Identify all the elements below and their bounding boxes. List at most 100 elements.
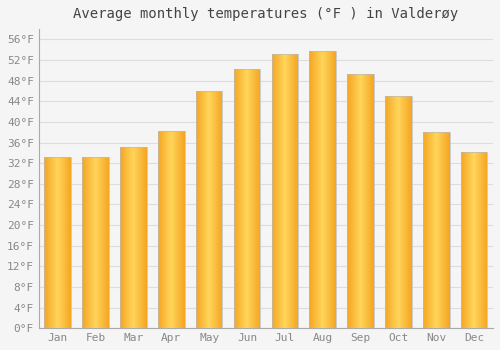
Bar (250, 69, 251, 328)
Bar (124, 147, 125, 328)
Bar (473, 152, 474, 328)
Bar (219, 91, 220, 328)
Bar (486, 152, 488, 328)
Bar (316, 51, 318, 328)
Bar (237, 69, 238, 328)
Bar (394, 96, 395, 328)
Bar (122, 147, 123, 328)
Bar (282, 54, 283, 328)
Bar (101, 158, 102, 328)
Bar (428, 132, 429, 328)
Bar (484, 152, 486, 328)
Bar (424, 132, 425, 328)
Bar (94, 158, 95, 328)
Bar (280, 54, 281, 328)
Bar (63, 158, 64, 328)
Bar (128, 147, 129, 328)
Bar (439, 132, 440, 328)
Bar (399, 96, 400, 328)
Bar (348, 74, 374, 328)
Bar (129, 147, 130, 328)
Bar (69, 158, 70, 328)
Bar (461, 152, 462, 328)
Bar (67, 158, 68, 328)
Bar (55, 158, 56, 328)
Bar (401, 96, 402, 328)
Bar (388, 96, 389, 328)
Bar (160, 131, 162, 328)
Bar (249, 69, 250, 328)
Bar (120, 147, 146, 328)
Bar (433, 132, 434, 328)
Bar (437, 132, 438, 328)
Bar (84, 158, 85, 328)
Bar (211, 91, 212, 328)
Bar (87, 158, 88, 328)
Bar (258, 69, 259, 328)
Bar (461, 152, 487, 328)
Bar (362, 74, 363, 328)
Bar (103, 158, 104, 328)
Bar (125, 147, 126, 328)
Bar (90, 158, 91, 328)
Bar (368, 74, 369, 328)
Bar (396, 96, 397, 328)
Bar (252, 69, 253, 328)
Bar (466, 152, 467, 328)
Bar (108, 158, 109, 328)
Bar (398, 96, 399, 328)
Bar (373, 74, 374, 328)
Bar (172, 131, 174, 328)
Bar (277, 54, 278, 328)
Bar (179, 131, 180, 328)
Bar (286, 54, 287, 328)
Bar (104, 158, 105, 328)
Bar (310, 51, 311, 328)
Bar (296, 54, 297, 328)
Bar (178, 131, 179, 328)
Bar (273, 54, 274, 328)
Bar (359, 74, 360, 328)
Bar (272, 54, 273, 328)
Bar (142, 147, 144, 328)
Bar (446, 132, 447, 328)
Bar (82, 158, 83, 328)
Bar (475, 152, 476, 328)
Bar (440, 132, 441, 328)
Bar (216, 91, 217, 328)
Bar (427, 132, 428, 328)
Bar (358, 74, 359, 328)
Bar (318, 51, 320, 328)
Bar (164, 131, 166, 328)
Bar (404, 96, 405, 328)
Bar (283, 54, 284, 328)
Bar (295, 54, 296, 328)
Bar (369, 74, 370, 328)
Bar (387, 96, 388, 328)
Bar (322, 51, 324, 328)
Bar (126, 147, 127, 328)
Bar (162, 131, 164, 328)
Bar (212, 91, 213, 328)
Bar (243, 69, 244, 328)
Bar (64, 158, 65, 328)
Bar (478, 152, 479, 328)
Bar (324, 51, 326, 328)
Bar (201, 91, 202, 328)
Bar (246, 69, 247, 328)
Bar (136, 147, 137, 328)
Bar (293, 54, 294, 328)
Bar (328, 51, 330, 328)
Bar (297, 54, 298, 328)
Bar (363, 74, 364, 328)
Bar (54, 158, 55, 328)
Bar (287, 54, 288, 328)
Bar (57, 158, 58, 328)
Bar (334, 51, 336, 328)
Bar (238, 69, 239, 328)
Bar (256, 69, 257, 328)
Bar (462, 152, 463, 328)
Bar (138, 147, 140, 328)
Bar (482, 152, 484, 328)
Bar (443, 132, 444, 328)
